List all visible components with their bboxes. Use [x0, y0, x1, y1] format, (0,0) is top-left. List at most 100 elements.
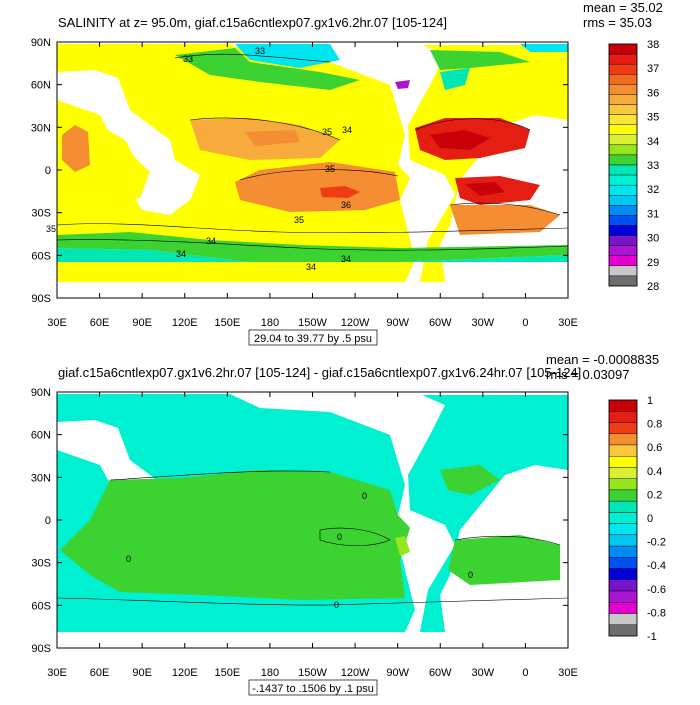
salinity-band-38-natl [430, 130, 490, 150]
colorbar-swatch [608, 124, 638, 135]
colorbar-swatch [608, 579, 638, 592]
lat-label: 30N [31, 122, 51, 134]
contour-line [56, 223, 569, 234]
map-axes: 90N 60N 30N 0 30S 60S 90S 30E 60E 90E 120E 150E 180 1… [31, 37, 578, 329]
lat-label: 30S [31, 208, 51, 220]
lon-label: 180 [261, 667, 279, 679]
salinity-band-32-arctic-edge [520, 44, 568, 52]
colorbar-swatch [608, 235, 638, 246]
colorbar-label: 0 [647, 513, 653, 525]
colorbar-label: 0.2 [647, 489, 662, 501]
rms-value: rms = 0.03097 [546, 367, 629, 382]
contour-line [56, 597, 569, 606]
lon-label: 60W [429, 317, 452, 329]
colorbar-swatch [608, 53, 638, 65]
colorbar-label: 38 [647, 39, 659, 51]
contour-label: 34 [342, 125, 352, 135]
colorbar-frame [608, 43, 638, 287]
colorbar-swatch [608, 164, 638, 176]
contour-line [449, 202, 561, 216]
salinity-band-34-south [57, 232, 568, 262]
colorbar-swatch [608, 624, 638, 637]
contour-lines [56, 53, 569, 251]
contour-label: 33 [183, 54, 193, 64]
contour-label: 35 [294, 215, 304, 225]
range-label: -.1437 to .1506 by .1 psu [252, 683, 374, 695]
colorbar-label: 31 [647, 208, 659, 220]
lon-label: 30E [558, 317, 578, 329]
contour-label: 35 [46, 224, 56, 234]
range-box: 29.04 to 39.77 by .5 psu [248, 329, 378, 346]
diff-band-green-north [440, 465, 500, 495]
colorbar-swatch [608, 613, 638, 625]
colorbar: 1 0.8 0.6 0.4 0.2 0 -0.2 -0.4 -0.6 -0.8 -1 [608, 395, 666, 643]
colorbar-swatch [608, 134, 638, 146]
colorbar-label: -0.2 [647, 537, 666, 549]
contour-label: 0 [334, 600, 339, 610]
colorbar-label: 33 [647, 160, 659, 172]
colorbar-swatch [608, 74, 638, 85]
panel-salinity: SALINITY at z= 95.0m, giaf.c15a6cntlexp0… [31, 0, 663, 346]
panel-title: SALINITY at z= 95.0m, giaf.c15a6cntlexp0… [58, 15, 447, 30]
colorbar-label: -1 [647, 631, 657, 643]
contour-labels: 0 0 0 0 0 [126, 491, 473, 610]
lon-label: 150W [298, 667, 327, 679]
colorbar-swatch [608, 590, 638, 603]
diff-band-green-atlantic [448, 535, 560, 585]
lon-label: 30W [472, 667, 495, 679]
ocean-atlantic [408, 45, 568, 282]
colorbar-label: 32 [647, 184, 659, 196]
range-label: 29.04 to 39.77 by .5 psu [254, 333, 372, 345]
colorbar-swatch [608, 545, 638, 558]
colorbar-label: -0.8 [647, 607, 666, 619]
contour-label: 34 [176, 249, 186, 259]
colorbar-swatch [608, 245, 638, 256]
lat-label: 0 [45, 515, 51, 527]
lon-label: 120E [172, 317, 198, 329]
salinity-band-34-arctic [430, 50, 530, 70]
lon-label: 0 [522, 317, 528, 329]
diff-band-green-pacific [60, 470, 410, 600]
contour-label: 34 [206, 236, 216, 246]
colorbar-label: 0.6 [647, 442, 662, 454]
salinity-band-36-arabian [62, 125, 90, 172]
contour-line [174, 53, 331, 63]
contour-label: 36 [341, 200, 351, 210]
lon-label: 180 [261, 317, 279, 329]
panel-difference: giaf.c15a6cntlexp07.gx1v6.2hr.07 [105-12… [31, 352, 666, 696]
lon-label: 90W [386, 317, 409, 329]
salinity-band-33-south [57, 248, 568, 262]
colorbar-swatch [608, 489, 638, 502]
colorbar-label: 30 [647, 233, 659, 245]
colorbar-frame [608, 399, 638, 637]
lat-label: 60S [31, 600, 51, 612]
rms-value: rms = 35.03 [583, 15, 652, 30]
lon-label: 0 [522, 667, 528, 679]
contour-line [414, 118, 531, 131]
contour-line [189, 117, 341, 141]
salinity-band-32-north-pacific [235, 44, 340, 68]
contour-labels: 33 33 35 34 35 36 35 35 34 34 34 34 [46, 46, 352, 272]
colorbar-swatch [608, 512, 638, 524]
ocean-indian [57, 100, 150, 210]
colorbar: 38 37 36 35 34 33 32 31 30 29 28 [608, 39, 659, 293]
range-box-frame [248, 329, 378, 346]
colorbar-swatch [608, 265, 638, 277]
colorbar-swatch [608, 195, 638, 206]
contour-label: 34 [341, 254, 351, 264]
salinity-band-36-np [245, 130, 300, 146]
ocean-pacific [57, 44, 415, 282]
mean-value: mean = 35.02 [583, 0, 663, 15]
colorbar-swatch [608, 215, 638, 226]
colorbar-swatch [608, 144, 638, 156]
colorbar-swatch [608, 433, 638, 446]
lat-label: 90N [31, 37, 51, 49]
colorbar-swatch [608, 225, 638, 236]
contour-line [319, 527, 391, 546]
colorbar-swatch [608, 94, 638, 105]
lon-label: 30W [472, 317, 495, 329]
colorbar-swatch [608, 467, 638, 479]
lon-label: 60W [429, 667, 452, 679]
lon-label: 90W [386, 667, 409, 679]
